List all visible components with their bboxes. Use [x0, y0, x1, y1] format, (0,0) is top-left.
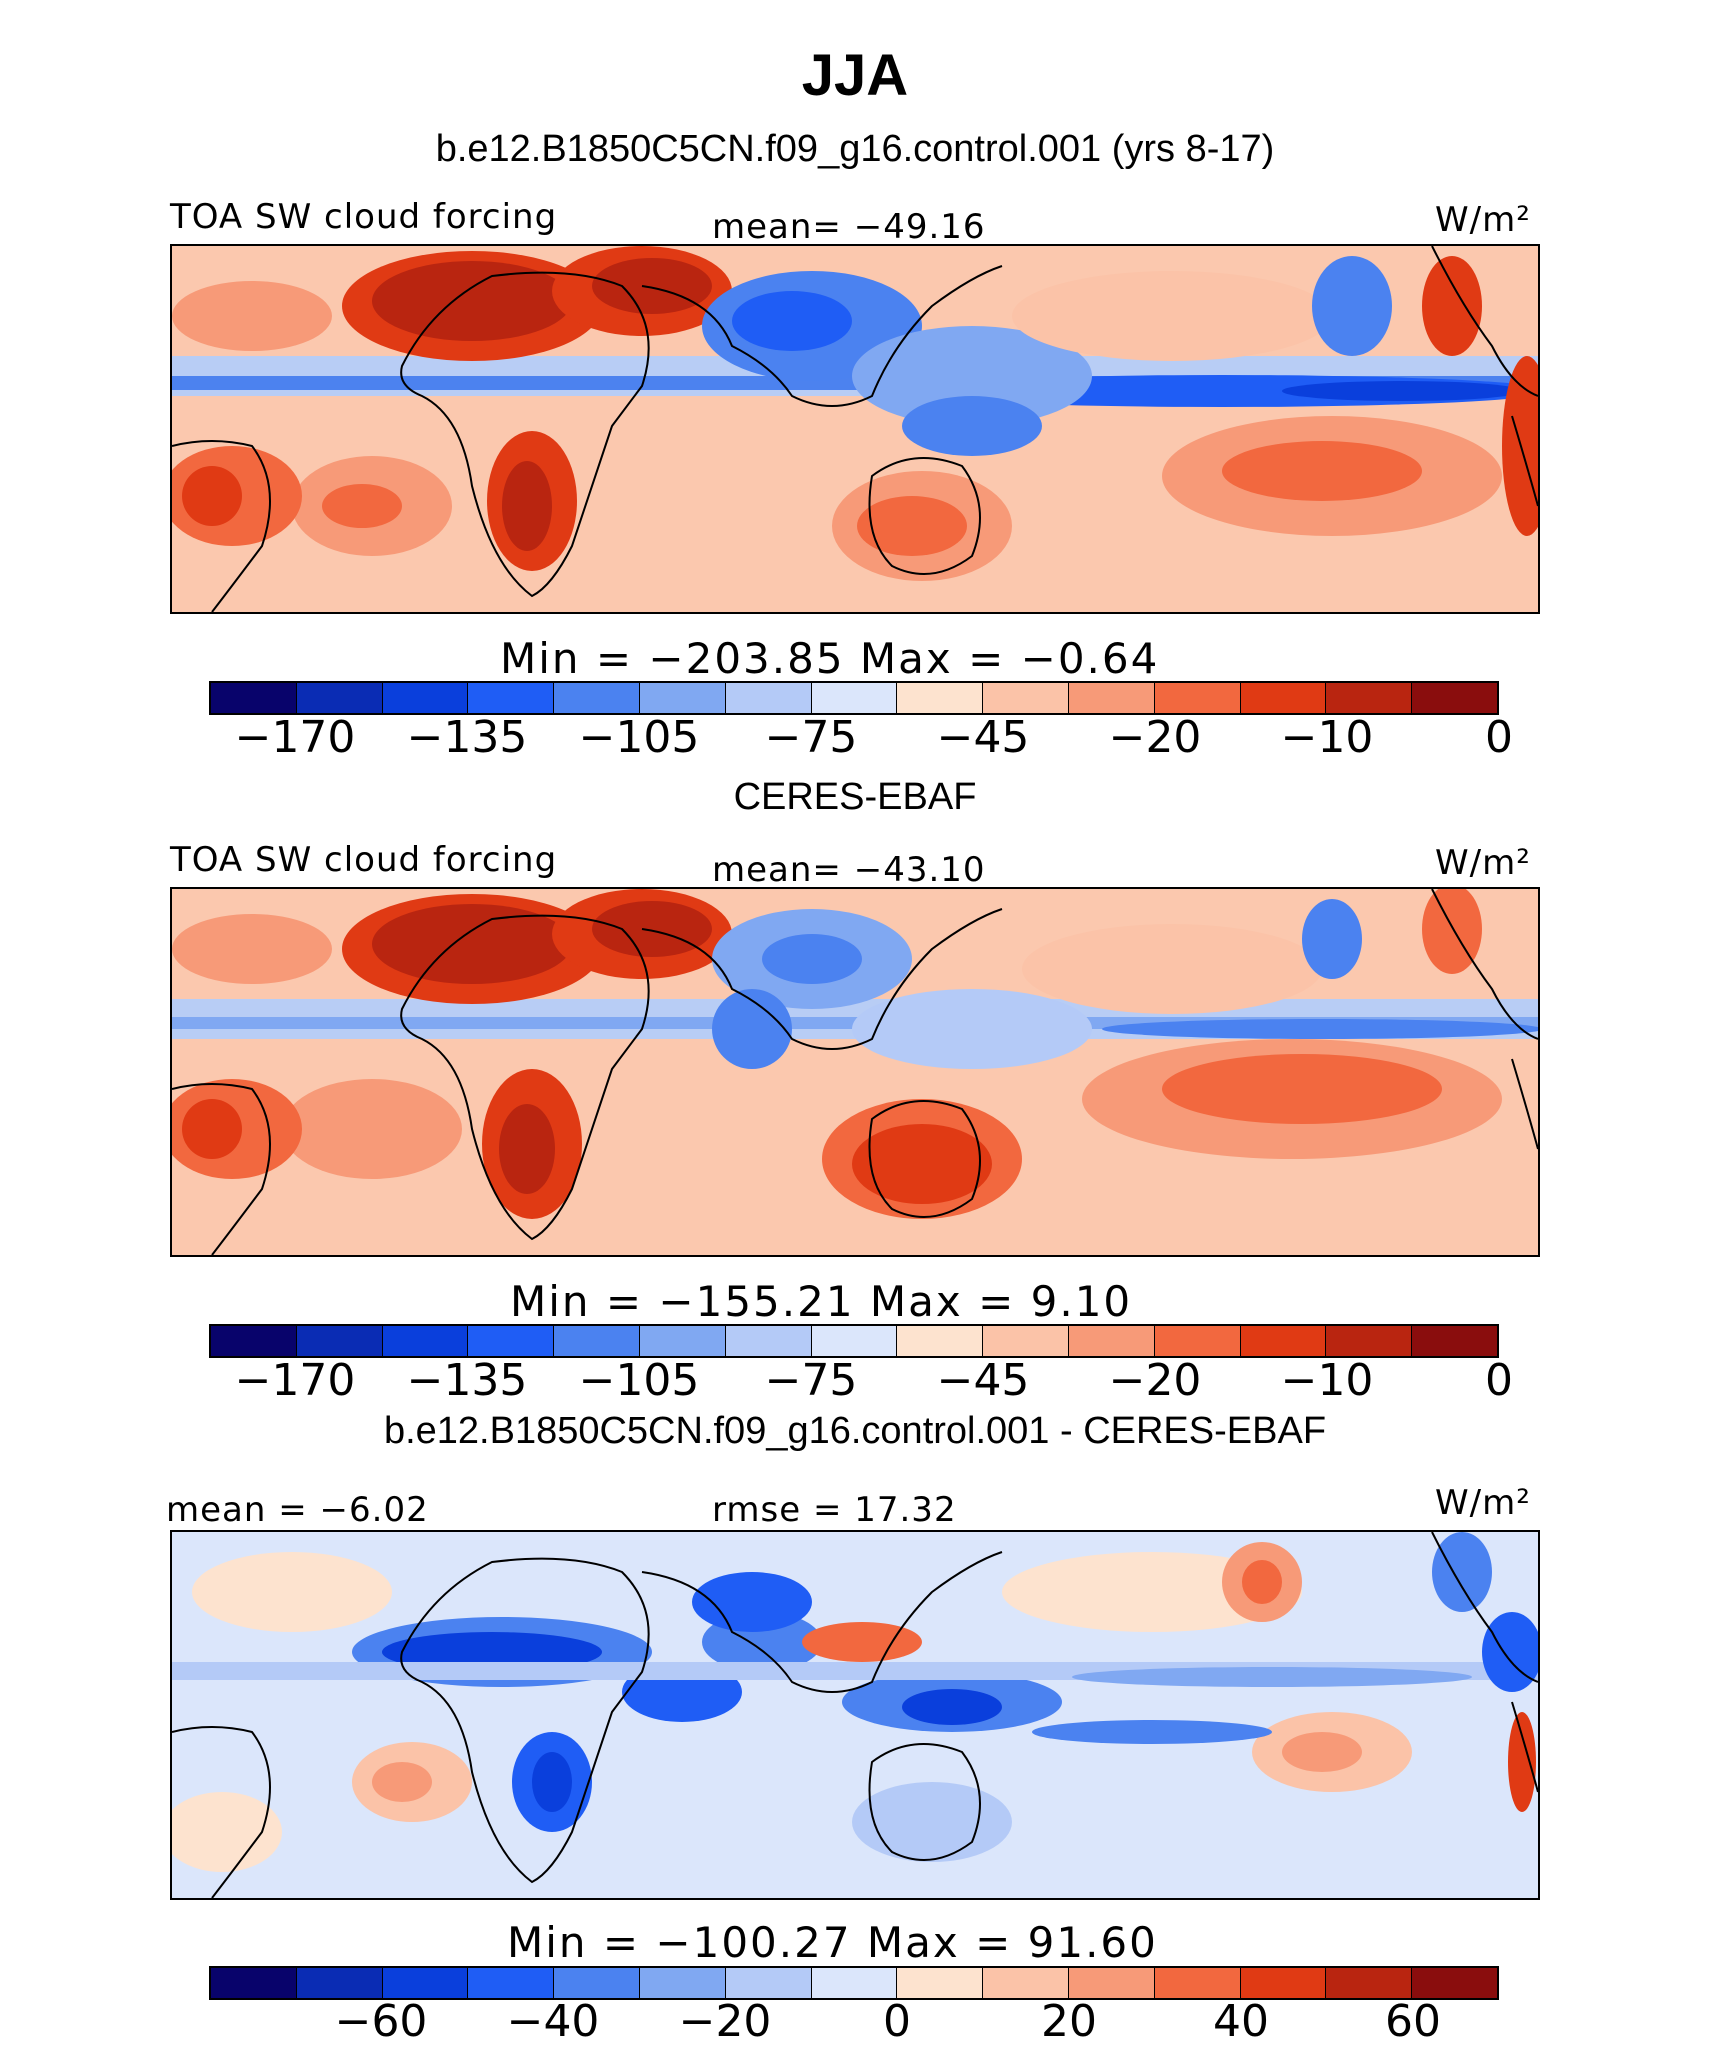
panel-1-colorbar-ticks: −170 −135 −105 −75 −45 −20 −10 0 [0, 712, 1710, 768]
colorbar-tick-label: 40 [1213, 1996, 1269, 2047]
colorbar-cell [382, 1326, 469, 1356]
panel-2-map [170, 887, 1540, 1257]
colorbar-cell [554, 1968, 640, 1998]
colorbar-cell [211, 1326, 297, 1356]
colorbar-cell [639, 1326, 726, 1356]
colorbar-tick-label: −20 [1108, 712, 1202, 763]
colorbar-cell [554, 1326, 640, 1356]
colorbar-cell [468, 1968, 555, 1998]
colorbar-cell [296, 1968, 383, 1998]
colorbar-cell [382, 683, 469, 713]
colorbar-tick-label: 20 [1041, 1996, 1097, 2047]
colorbar-cell [983, 683, 1069, 713]
panel-3-map [170, 1530, 1540, 1900]
colorbar-tick-label: 0 [883, 1996, 911, 2047]
colorbar-cell [897, 683, 984, 713]
panel-3-heading: b.e12.B1850C5CN.f09_g16.control.001 - CE… [383, 1410, 1327, 1452]
panel-3-stats: Min = −100.27 Max = 91.60 [507, 1918, 1158, 1967]
colorbar-cell [382, 1968, 469, 1998]
colorbar-cell [639, 683, 726, 713]
panel-3-rmse-label: rmse = 17.32 [712, 1490, 957, 1530]
colorbar-cell [296, 1326, 383, 1356]
panel-1-heading: b.e12.B1850C5CN.f09_g16.control.001 (yrs… [435, 128, 1275, 170]
panel-3-mean-label: mean = −6.02 [166, 1490, 429, 1530]
colorbar-cell [811, 1968, 898, 1998]
panel-1-map [170, 244, 1540, 614]
colorbar-tick-label: 0 [1485, 712, 1513, 763]
colorbar-tick-label: −45 [936, 1355, 1030, 1406]
panel-1-colorbar [209, 681, 1499, 715]
colorbar-tick-label: 0 [1485, 1355, 1513, 1406]
panel-3-colorbar [209, 1966, 1499, 2000]
colorbar-cell [554, 683, 640, 713]
colorbar-cell [1240, 1968, 1327, 1998]
colorbar-cell [811, 683, 898, 713]
panel-1-variable-label: TOA SW cloud forcing [170, 197, 558, 237]
colorbar-cell [1326, 683, 1413, 713]
colorbar-tick-label: −60 [334, 1996, 428, 2047]
colorbar-cell [983, 1968, 1069, 1998]
colorbar-tick-label: −105 [578, 712, 700, 763]
colorbar-tick-label: −45 [936, 712, 1030, 763]
figure-title: JJA [801, 43, 909, 108]
colorbar-cell [1240, 683, 1327, 713]
colorbar-cell [639, 1968, 726, 1998]
panel-2-colorbar-ticks: −170 −135 −105 −75 −45 −20 −10 0 [0, 1355, 1710, 1411]
colorbar-cell [1412, 1326, 1497, 1356]
panel-2-colorbar [209, 1324, 1499, 1358]
colorbar-cell [1326, 1326, 1413, 1356]
panel-3-colorbar-ticks: −60 −40 −20 0 20 40 60 [0, 1996, 1710, 2052]
colorbar-tick-label: −20 [678, 1996, 772, 2047]
colorbar-tick-label: −10 [1280, 712, 1374, 763]
colorbar-cell [983, 1326, 1069, 1356]
panel-1-mean-label: mean= −49.16 [712, 207, 986, 247]
panel-1-stats: Min = −203.85 Max = −0.64 [500, 634, 1160, 683]
colorbar-cell [725, 1968, 812, 1998]
colorbar-cell [1068, 683, 1155, 713]
colorbar-tick-label: −20 [1108, 1355, 1202, 1406]
colorbar-cell [1068, 1968, 1155, 1998]
colorbar-cell [468, 1326, 555, 1356]
colorbar-tick-label: −170 [234, 712, 356, 763]
colorbar-cell [1412, 683, 1497, 713]
colorbar-cell [1240, 1326, 1327, 1356]
colorbar-tick-label: −170 [234, 1355, 356, 1406]
panel-2-mean-label: mean= −43.10 [712, 850, 986, 890]
colorbar-tick-label: −135 [406, 712, 528, 763]
colorbar-tick-label: −75 [764, 712, 858, 763]
colorbar-cell [1326, 1968, 1413, 1998]
colorbar-cell [1154, 1968, 1241, 1998]
colorbar-cell [811, 1326, 898, 1356]
colorbar-tick-label: 60 [1385, 1996, 1441, 2047]
panel-2-variable-label: TOA SW cloud forcing [170, 840, 558, 880]
panel-2-stats: Min = −155.21 Max = 9.10 [510, 1277, 1133, 1326]
colorbar-cell [1068, 1326, 1155, 1356]
colorbar-tick-label: −10 [1280, 1355, 1374, 1406]
panel-2-heading: CERES-EBAF [733, 776, 977, 818]
colorbar-cell [468, 683, 555, 713]
colorbar-cell [897, 1968, 984, 1998]
colorbar-cell [1154, 683, 1241, 713]
panel-2-units: W/m² [1435, 843, 1531, 883]
colorbar-cell [211, 1968, 297, 1998]
colorbar-cell [296, 683, 383, 713]
panel-1-units: W/m² [1435, 200, 1531, 240]
colorbar-cell [725, 1326, 812, 1356]
panel-3-units: W/m² [1435, 1483, 1531, 1523]
colorbar-cell [1154, 1326, 1241, 1356]
colorbar-cell [725, 683, 812, 713]
colorbar-tick-label: −75 [764, 1355, 858, 1406]
colorbar-cell [1412, 1968, 1497, 1998]
colorbar-tick-label: −40 [506, 1996, 600, 2047]
colorbar-tick-label: −105 [578, 1355, 700, 1406]
colorbar-cell [211, 683, 297, 713]
colorbar-tick-label: −135 [406, 1355, 528, 1406]
colorbar-cell [897, 1326, 984, 1356]
